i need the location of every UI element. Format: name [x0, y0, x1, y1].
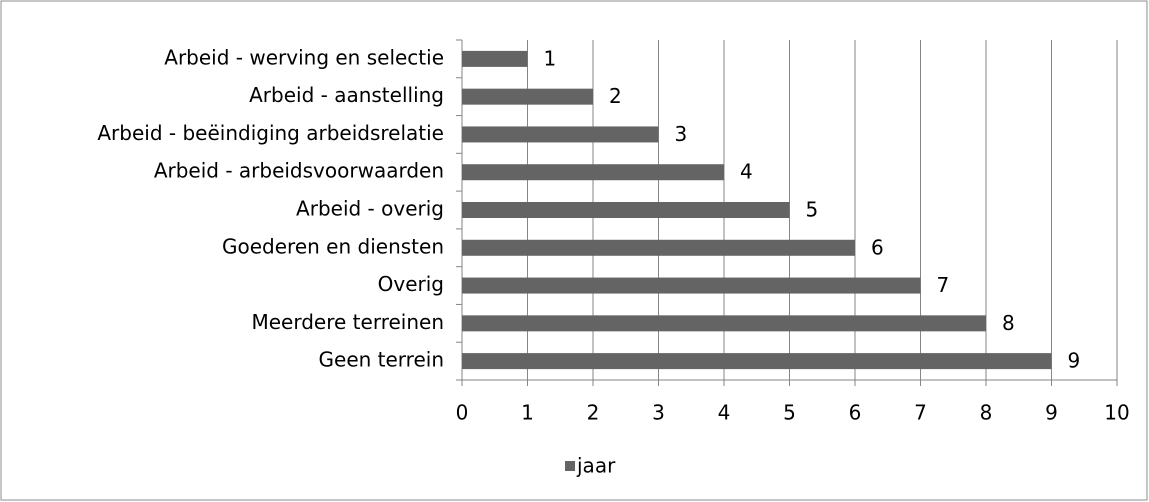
y-tick-label: Geen terrein: [319, 348, 444, 372]
legend-swatch: [565, 461, 575, 471]
bar: [462, 353, 1052, 370]
data-label: 6: [871, 235, 884, 259]
bar: [462, 202, 790, 218]
x-tick-label: 4: [718, 401, 731, 425]
y-tick-label: Meerdere terreinen: [252, 310, 445, 334]
y-tick-label: Overig: [378, 272, 444, 296]
x-tick-label: 0: [456, 401, 469, 425]
y-tick-label: Arbeid - werving en selectie: [164, 45, 444, 69]
x-tick-label: 7: [914, 401, 927, 425]
bar: [462, 315, 986, 332]
data-label: 4: [740, 160, 753, 184]
data-label: 1: [544, 46, 557, 70]
x-tick-label: 3: [652, 401, 665, 425]
y-tick-label: Arbeid - arbeidsvoorwaarden: [154, 159, 444, 183]
data-label: 2: [609, 84, 622, 108]
bar: [462, 164, 724, 181]
y-tick-label: Arbeid - aanstelling: [249, 83, 444, 107]
data-label: 3: [675, 122, 688, 146]
y-tick-label: Arbeid - overig: [296, 197, 444, 221]
x-tick-label: 5: [783, 401, 796, 425]
bar: [462, 88, 593, 105]
y-tick-label: Goederen en diensten: [222, 234, 444, 258]
x-tick-label: 1: [521, 401, 534, 425]
bar: [462, 277, 921, 294]
legend-label: jaar: [576, 454, 616, 478]
x-tick-label: 8: [980, 401, 993, 425]
data-label: 7: [937, 273, 950, 297]
bar: [462, 126, 659, 143]
x-tick-label: 10: [1104, 401, 1129, 425]
data-label: 8: [1002, 311, 1015, 335]
x-tick-label: 9: [1045, 401, 1058, 425]
data-label: 5: [806, 198, 819, 222]
bar: [462, 50, 528, 67]
data-label: 9: [1068, 349, 1081, 373]
x-tick-label: 2: [587, 401, 600, 425]
bar: [462, 239, 855, 256]
y-tick-label: Arbeid - beëindiging arbeidsrelatie: [97, 121, 444, 145]
x-tick-label: 6: [849, 401, 862, 425]
